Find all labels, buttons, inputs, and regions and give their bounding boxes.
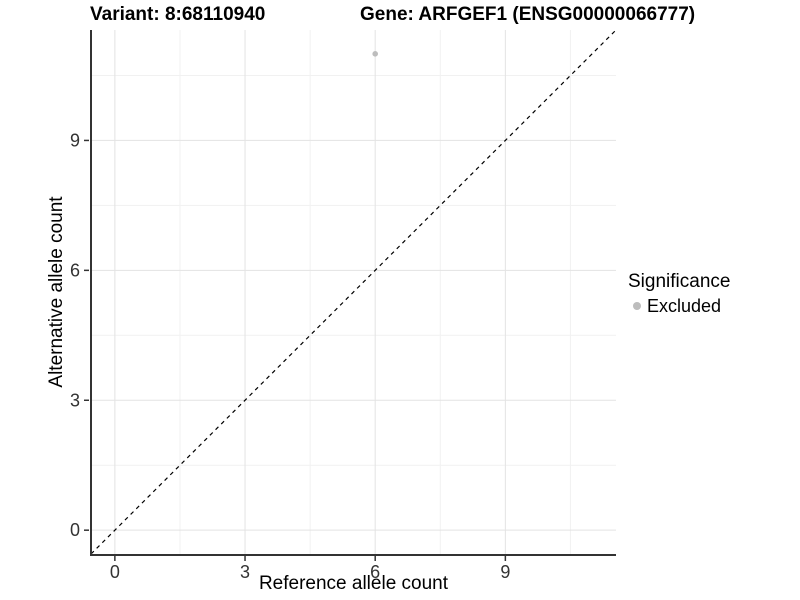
legend: Significance Excluded (628, 271, 730, 317)
svg-text:6: 6 (370, 562, 380, 582)
svg-text:6: 6 (70, 260, 80, 280)
svg-text:9: 9 (70, 130, 80, 150)
svg-text:0: 0 (70, 520, 80, 540)
excluded-point-swatch (633, 302, 641, 311)
gene-title: Gene: ARFGEF1 (ENSG00000066777) (360, 4, 696, 25)
legend-item-label: Excluded (647, 295, 722, 316)
svg-text:9: 9 (500, 562, 510, 582)
variant-title: Variant: 8:68110940 (90, 4, 266, 25)
x-axis-title: Reference allele count (258, 573, 449, 594)
legend-item-excluded: Excluded (633, 296, 730, 317)
svg-text:3: 3 (70, 390, 80, 410)
y-axis-title: Alternative allele count (46, 196, 67, 388)
svg-text:0: 0 (110, 562, 120, 582)
legend-title: Significance (628, 271, 731, 292)
svg-text:3: 3 (240, 562, 250, 582)
